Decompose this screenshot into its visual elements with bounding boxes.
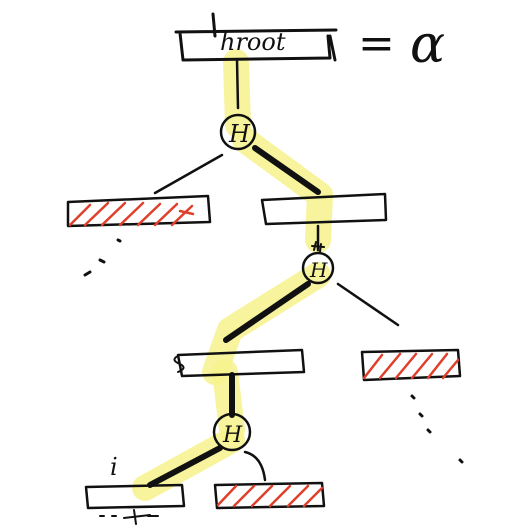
tree-edges: [147, 58, 400, 488]
highlight-box-to-h3: [212, 359, 245, 443]
edge-h2-right: [336, 282, 400, 327]
hatch-l3-right: [216, 484, 324, 508]
edge-h1-right: [252, 145, 321, 195]
root-group: hroot = α: [174, 12, 445, 75]
hatch-l2-right: [362, 352, 460, 380]
root-box: [174, 12, 338, 62]
edge-h2-left: [223, 281, 311, 343]
hash-node-1: H: [219, 113, 257, 151]
alpha-symbol: α: [410, 15, 445, 75]
hash-node-2-scribble: [311, 241, 325, 253]
hash-node-1-label: H: [228, 120, 251, 148]
hash-node-2: H: [301, 241, 335, 285]
box-l1-left-hatched: [66, 194, 212, 277]
equals-sign: =: [358, 18, 395, 69]
edge-h1-left: [153, 153, 224, 195]
hatch-l1-left: [68, 201, 195, 227]
dots-l2-right: [410, 394, 464, 464]
hash-node-3-label: H: [222, 423, 243, 448]
highlight-h2-to-left-box: [202, 262, 331, 385]
edge-root-h1: [235, 58, 240, 110]
box-l1-right: [260, 192, 388, 226]
leaf-index-label: i: [110, 453, 118, 481]
leaf-dotted-underline: [99, 509, 159, 525]
hash-node-2-label: H: [309, 258, 328, 282]
edge-h3-right: [243, 450, 267, 482]
dots-l1-left: [83, 238, 122, 277]
box-l2-left: [173, 348, 306, 378]
box-l3-right-hatched: [213, 481, 326, 510]
hash-node-3: H: [212, 412, 252, 452]
root-label: hroot: [220, 28, 286, 56]
edge-h3-leaf: [147, 445, 223, 488]
box-l2-left-tick: [173, 355, 185, 373]
box-l3-leaf: i: [84, 453, 186, 525]
highlight-h1-to-right-box: [232, 127, 333, 253]
box-l2-right-hatched: [360, 348, 464, 464]
